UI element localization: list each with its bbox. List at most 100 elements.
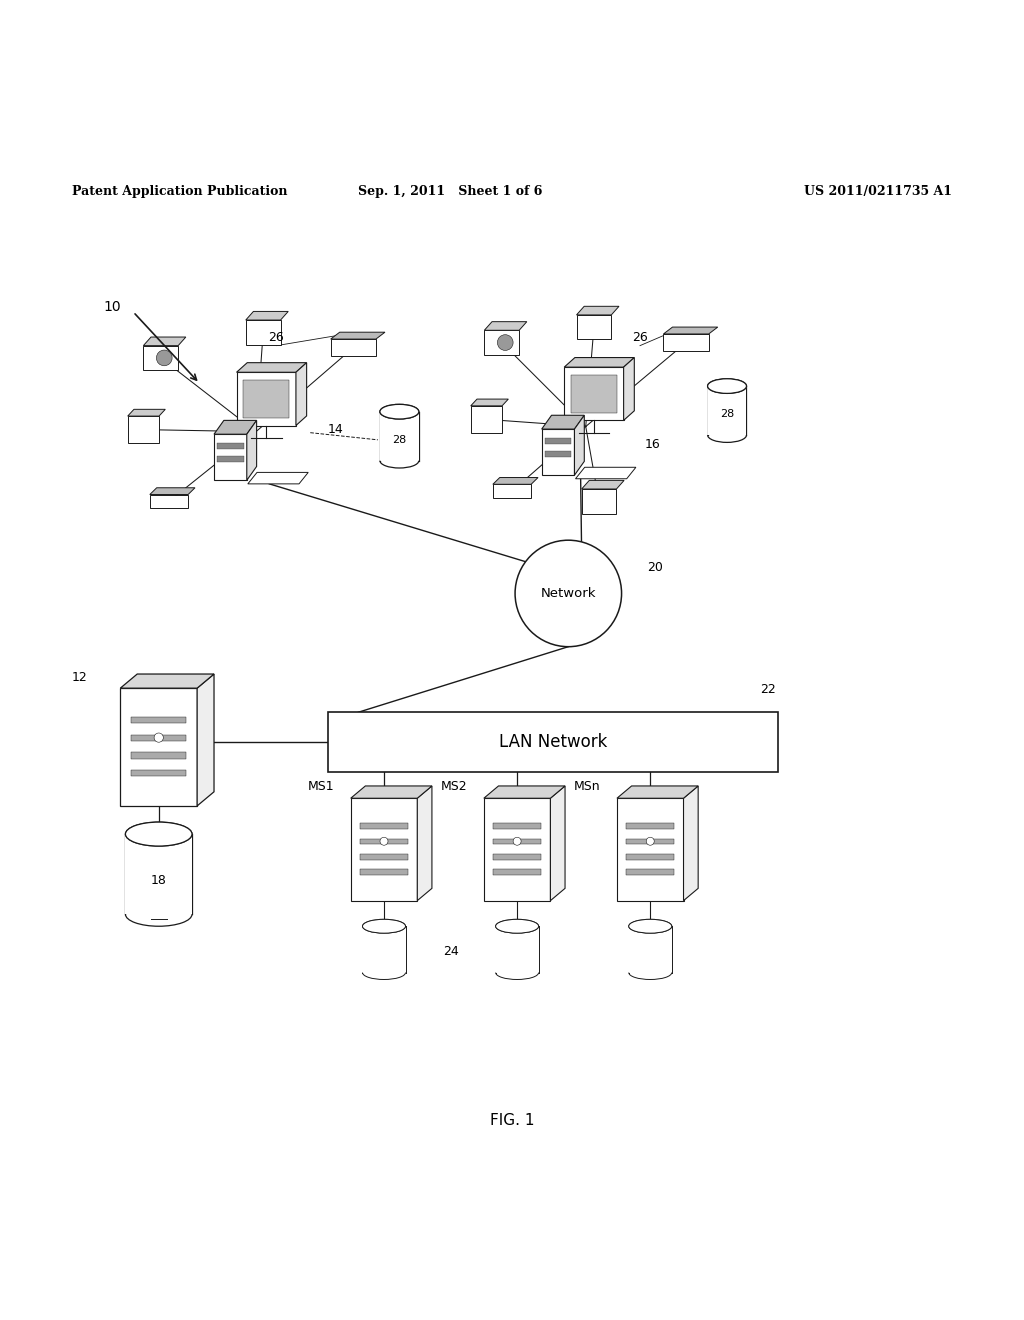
Bar <box>217 457 244 462</box>
Text: 28: 28 <box>392 434 407 445</box>
Polygon shape <box>684 785 698 900</box>
Text: FIG. 1: FIG. 1 <box>489 1113 535 1129</box>
Ellipse shape <box>629 919 672 933</box>
Bar <box>131 770 186 776</box>
Polygon shape <box>564 358 634 367</box>
Polygon shape <box>331 333 385 339</box>
Text: 14: 14 <box>328 424 343 436</box>
Polygon shape <box>484 322 526 330</box>
Bar <box>494 854 541 859</box>
Polygon shape <box>577 306 618 315</box>
Bar <box>360 824 408 829</box>
Polygon shape <box>542 416 585 429</box>
Polygon shape <box>362 927 406 973</box>
Circle shape <box>154 733 164 742</box>
Circle shape <box>646 837 654 845</box>
Polygon shape <box>380 412 419 461</box>
Polygon shape <box>246 319 281 345</box>
Text: 20: 20 <box>647 561 664 574</box>
Circle shape <box>513 837 521 845</box>
Circle shape <box>157 350 172 366</box>
Polygon shape <box>616 799 684 900</box>
Text: 28: 28 <box>720 409 734 420</box>
Polygon shape <box>237 363 306 372</box>
Polygon shape <box>471 405 502 433</box>
Text: Patent Application Publication: Patent Application Publication <box>72 185 287 198</box>
Polygon shape <box>214 420 257 434</box>
Polygon shape <box>248 473 308 484</box>
Text: 16: 16 <box>645 438 660 451</box>
Polygon shape <box>214 434 247 480</box>
Polygon shape <box>629 927 672 973</box>
Circle shape <box>380 837 388 845</box>
Text: 26: 26 <box>268 331 285 345</box>
Ellipse shape <box>380 404 419 418</box>
Ellipse shape <box>708 379 746 393</box>
Polygon shape <box>128 416 159 444</box>
Text: LAN Network: LAN Network <box>499 733 607 751</box>
Bar <box>328 713 778 772</box>
Polygon shape <box>564 367 624 420</box>
Text: 22: 22 <box>760 684 776 696</box>
Bar <box>545 451 571 457</box>
Polygon shape <box>125 834 193 915</box>
Circle shape <box>515 540 622 647</box>
Bar <box>545 438 571 444</box>
Text: 26: 26 <box>632 331 648 345</box>
Polygon shape <box>143 337 185 346</box>
Polygon shape <box>237 372 296 425</box>
Ellipse shape <box>362 919 406 933</box>
Bar <box>131 717 186 723</box>
Polygon shape <box>484 330 519 355</box>
Polygon shape <box>143 346 178 370</box>
Bar <box>494 824 541 829</box>
Ellipse shape <box>708 379 746 393</box>
Polygon shape <box>331 339 376 356</box>
Polygon shape <box>542 429 574 475</box>
Text: MS2: MS2 <box>440 780 467 793</box>
Polygon shape <box>121 675 214 688</box>
Polygon shape <box>664 334 709 351</box>
Polygon shape <box>664 327 718 334</box>
Polygon shape <box>247 420 257 480</box>
Text: MSn: MSn <box>573 780 600 793</box>
Polygon shape <box>624 358 634 420</box>
Text: 10: 10 <box>103 300 121 314</box>
Bar <box>131 752 186 759</box>
Ellipse shape <box>125 822 193 846</box>
Polygon shape <box>350 799 418 900</box>
Text: 12: 12 <box>72 672 87 685</box>
Bar <box>217 444 244 449</box>
Polygon shape <box>246 312 288 319</box>
Polygon shape <box>150 488 195 495</box>
Bar <box>360 854 408 859</box>
Bar <box>131 735 186 741</box>
Polygon shape <box>582 488 616 513</box>
Ellipse shape <box>629 919 672 933</box>
Ellipse shape <box>125 822 193 846</box>
Text: US 2011/0211735 A1: US 2011/0211735 A1 <box>804 185 952 198</box>
Polygon shape <box>150 495 188 508</box>
Polygon shape <box>577 315 611 339</box>
Bar <box>360 870 408 875</box>
Polygon shape <box>197 675 214 807</box>
Polygon shape <box>484 799 551 900</box>
Bar <box>627 870 674 875</box>
Polygon shape <box>493 478 538 484</box>
Bar <box>494 870 541 875</box>
Polygon shape <box>570 375 617 413</box>
Ellipse shape <box>362 919 406 933</box>
Bar <box>360 838 408 845</box>
Ellipse shape <box>496 919 539 933</box>
Polygon shape <box>471 399 508 405</box>
Polygon shape <box>243 380 290 418</box>
Polygon shape <box>575 467 636 479</box>
Text: Sep. 1, 2011   Sheet 1 of 6: Sep. 1, 2011 Sheet 1 of 6 <box>358 185 543 198</box>
Polygon shape <box>708 385 746 436</box>
Text: MS1: MS1 <box>307 780 334 793</box>
Polygon shape <box>350 785 432 799</box>
Polygon shape <box>128 409 165 416</box>
Polygon shape <box>616 785 698 799</box>
Bar <box>627 838 674 845</box>
Polygon shape <box>296 363 306 425</box>
